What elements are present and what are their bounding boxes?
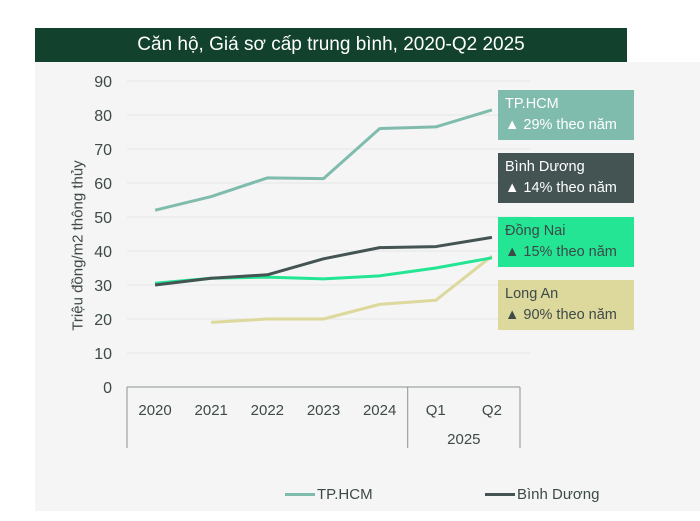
- legend-item-binh-duong: Bình Dương: [485, 486, 599, 503]
- y-tick-label: 90: [94, 74, 112, 91]
- x-group-label: 2025: [447, 431, 480, 448]
- callout-series-name: TP.HCM: [505, 96, 559, 112]
- y-tick-label: 10: [94, 346, 112, 363]
- x-tick-label: 2022: [251, 402, 284, 419]
- y-tick-labels: 0 10 20 30 40 50 60 70 80 90: [94, 74, 112, 397]
- y-tick-label: 70: [94, 142, 112, 159]
- x-tick-label: 2023: [307, 402, 340, 419]
- callout-growth: ▲ 14% theo năm: [505, 180, 617, 196]
- x-tick-label: Q2: [482, 402, 502, 419]
- callout-growth: ▲ 15% theo năm: [505, 244, 617, 260]
- callout--ng-nai: Đồng Nai ▲ 15% theo năm: [498, 217, 634, 267]
- callout-series-name: Long An: [505, 286, 559, 302]
- series-line-tp-hcm: [154, 108, 493, 212]
- x-tick-label: 2024: [363, 402, 396, 419]
- callout-series-name: Đồng Nai: [505, 223, 566, 239]
- y-tick-label: 80: [94, 108, 112, 125]
- series-line-b-nh-d-ng: [154, 235, 493, 287]
- callout-tp-hcm: TP.HCM ▲ 29% theo năm: [498, 90, 634, 140]
- legend-swatch-tp-hcm: [285, 493, 315, 496]
- legend-label: TP.HCM: [317, 486, 373, 503]
- callout-series-name: Bình Dương: [505, 159, 585, 175]
- gridlines: [127, 80, 530, 354]
- y-tick-label: 0: [103, 380, 112, 397]
- chart-title: Căn hộ, Giá sơ cấp trung bình, 2020-Q2 2…: [35, 28, 627, 62]
- series-line-long-an: [211, 254, 493, 324]
- legend-item-tp-hcm: TP.HCM: [285, 486, 373, 503]
- y-tick-label: 50: [94, 210, 112, 227]
- callout-growth: ▲ 29% theo năm: [505, 117, 617, 133]
- y-tick-label: 20: [94, 312, 112, 329]
- legend-swatch-binh-duong: [485, 493, 515, 496]
- x-tick-label: 2021: [195, 402, 228, 419]
- x-tick-label: Q1: [426, 402, 446, 419]
- callout-long-an: Long An ▲ 90% theo năm: [498, 280, 634, 330]
- y-tick-label: 40: [94, 244, 112, 261]
- series-lines: [154, 108, 493, 324]
- callout-b-nh-d-ng: Bình Dương ▲ 14% theo năm: [498, 153, 634, 203]
- callout-growth: ▲ 90% theo năm: [505, 307, 617, 323]
- y-axis-label: Triệu đồng/m2 thông thủy: [69, 160, 87, 331]
- y-tick-label: 60: [94, 176, 112, 193]
- legend-label: Bình Dương: [517, 486, 600, 503]
- y-tick-label: 30: [94, 278, 112, 295]
- x-tick-label: 2020: [138, 402, 171, 419]
